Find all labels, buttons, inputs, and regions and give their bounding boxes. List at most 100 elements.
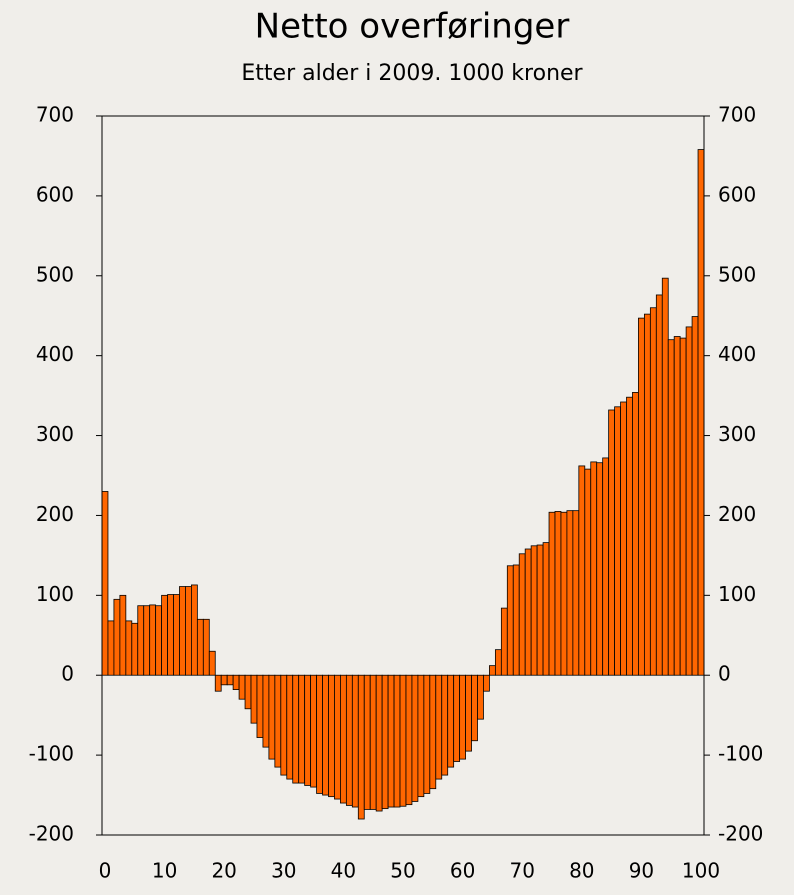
bar	[500, 607, 508, 676]
bar	[506, 565, 514, 676]
bar	[298, 674, 306, 784]
x-tick-label: 50	[390, 859, 415, 883]
bar	[393, 674, 401, 808]
bar	[286, 674, 294, 780]
bar	[250, 674, 258, 724]
bar	[566, 510, 574, 676]
bar	[602, 457, 610, 676]
bar	[667, 339, 675, 676]
bar	[685, 326, 693, 676]
bar	[489, 665, 496, 676]
bar	[483, 674, 490, 692]
bar	[322, 674, 329, 796]
bar	[238, 674, 246, 700]
y2-tick-label: 300	[718, 422, 756, 446]
y-tick-label: -100	[29, 742, 74, 766]
y-tick-label: 700	[36, 103, 74, 127]
bar	[405, 674, 413, 806]
bar	[155, 605, 163, 676]
bar	[214, 674, 222, 692]
x-tick-label: 70	[509, 859, 534, 883]
bar	[620, 401, 627, 676]
bar	[334, 674, 341, 800]
bar	[673, 336, 681, 676]
y-tick-label: 400	[36, 342, 74, 366]
x-tick-label: 40	[331, 859, 356, 883]
y2-tick-label: 0	[718, 662, 731, 686]
bar	[447, 674, 455, 768]
bar	[423, 674, 431, 794]
x-tick-label: 30	[271, 859, 296, 883]
bar	[584, 468, 592, 676]
bar	[435, 674, 443, 780]
bar	[161, 594, 168, 676]
bar	[262, 674, 270, 748]
bar	[465, 674, 472, 752]
bar	[542, 542, 550, 676]
bar	[280, 674, 288, 776]
y2-tick-label: 600	[718, 182, 756, 206]
y2-tick-label: 400	[718, 342, 756, 366]
bar	[149, 604, 157, 676]
x-tick-label: 100	[682, 859, 720, 883]
y-tick-label: -200	[29, 822, 74, 846]
bar	[649, 307, 657, 676]
bar	[202, 618, 210, 676]
bar	[191, 584, 198, 676]
y-tick-label: 300	[36, 422, 74, 446]
bar	[179, 586, 186, 676]
bar	[173, 594, 180, 676]
bar	[411, 674, 419, 802]
bar	[316, 674, 323, 794]
bar	[274, 674, 282, 768]
plot-frame	[101, 115, 705, 836]
bar	[125, 620, 133, 676]
y-tick-label: 600	[36, 182, 74, 206]
x-tick-label: 90	[629, 859, 654, 883]
bar	[196, 618, 204, 676]
bar	[119, 594, 127, 676]
bar	[512, 564, 520, 676]
bar	[131, 622, 139, 676]
bar	[590, 461, 598, 676]
y-tick-label: 0	[61, 662, 74, 686]
bar	[530, 545, 538, 676]
bar	[429, 674, 437, 790]
bar	[572, 510, 580, 676]
bar	[417, 674, 425, 798]
bar	[381, 674, 389, 810]
y2-tick-label: 200	[718, 502, 756, 526]
x-tick-label: 80	[569, 859, 594, 883]
y2-tick-label: 100	[718, 582, 756, 606]
bar	[357, 674, 365, 820]
x-tick-label: 60	[450, 859, 475, 883]
bar	[477, 674, 484, 720]
bar	[608, 409, 615, 676]
bar	[268, 674, 276, 760]
chart-title: Netto overføringer	[255, 7, 570, 47]
bar	[244, 674, 252, 710]
bar	[369, 674, 377, 810]
bar	[256, 674, 264, 738]
bar	[494, 649, 502, 676]
bar	[679, 337, 687, 676]
bar	[518, 553, 526, 676]
bar	[351, 674, 359, 808]
bar	[655, 294, 663, 676]
bar	[697, 149, 705, 676]
chart-subtitle: Etter alder i 2009. 1000 kroner	[241, 61, 583, 86]
x-tick-label: 10	[152, 859, 177, 883]
bar	[643, 313, 651, 676]
y2-tick-label: 500	[718, 262, 756, 286]
y-tick-label: 500	[36, 262, 74, 286]
bar	[548, 511, 556, 676]
y2-tick-label: 700	[718, 103, 756, 127]
bar	[554, 511, 562, 676]
bar	[560, 511, 568, 676]
bar	[661, 277, 669, 676]
bar	[614, 406, 621, 676]
bar	[638, 317, 645, 676]
bar	[220, 674, 228, 686]
bar	[626, 396, 633, 676]
